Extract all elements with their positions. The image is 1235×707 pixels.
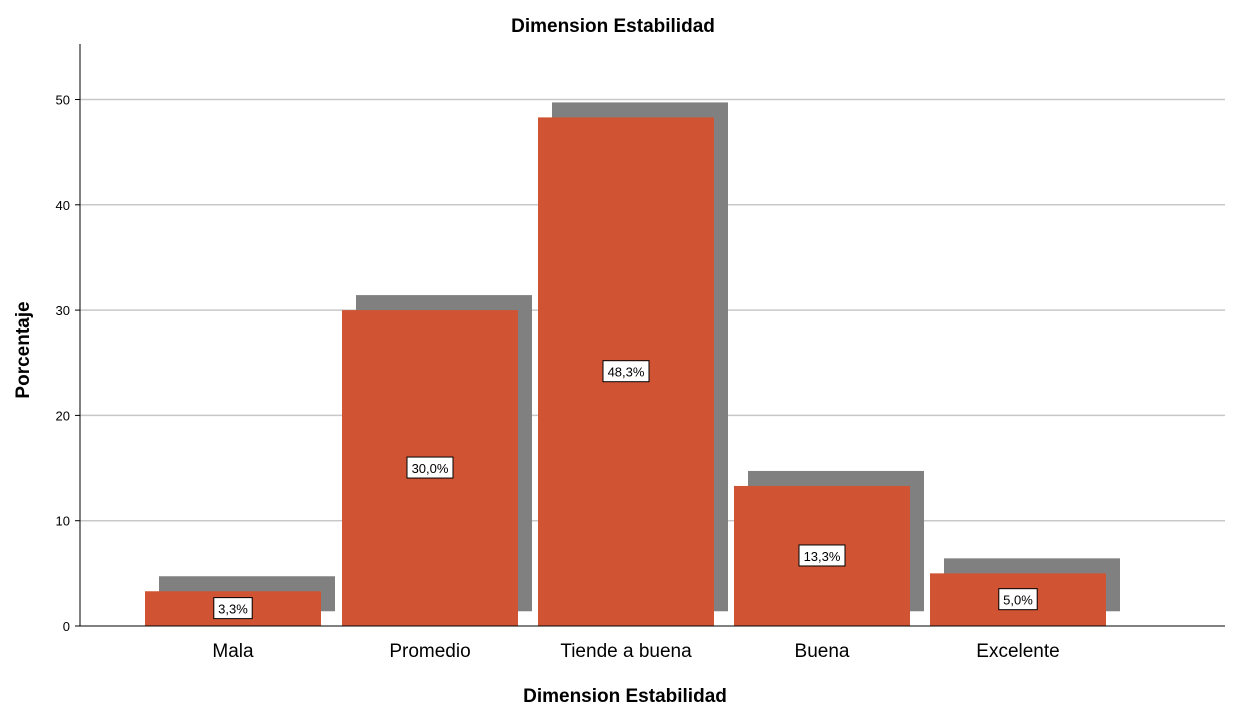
x-tick-label: Buena <box>795 641 850 662</box>
y-tick-label: 20 <box>56 408 70 423</box>
data-label-box <box>213 597 253 620</box>
data-label: 3,3% <box>213 597 253 620</box>
chart-title: Dimension Estabilidad <box>511 16 715 37</box>
x-tick-label: Promedio <box>389 641 470 662</box>
data-label-box <box>998 588 1038 611</box>
data-label-box <box>798 544 846 567</box>
y-tick-label: 10 <box>56 514 70 529</box>
data-label-text: 5,0% <box>1003 593 1033 608</box>
data-label-text: 13,3% <box>804 549 841 564</box>
y-tick-label: 30 <box>56 303 70 318</box>
data-label: 13,3% <box>798 544 846 567</box>
x-tick-label: Tiende a buena <box>560 641 692 662</box>
data-label-box <box>406 456 454 479</box>
data-label-box <box>602 360 650 383</box>
y-axis-title: Porcentaje <box>13 301 34 398</box>
y-tick-label: 40 <box>56 198 70 213</box>
x-axis-ticks: Mala Promedio Tiende a buena Buena Excelente <box>212 641 1059 662</box>
data-label-text: 48,3% <box>608 365 645 380</box>
y-tick-label: 0 <box>63 619 70 634</box>
data-labels: 3,3% 30,0% 48,3% 13,3% 5,0% <box>213 360 1038 620</box>
x-tick-label: Mala <box>212 641 254 662</box>
data-label: 48,3% <box>602 360 650 383</box>
data-label-text: 3,3% <box>218 602 248 617</box>
data-label: 30,0% <box>406 456 454 479</box>
y-tick-label: 50 <box>56 93 70 108</box>
x-axis-title: Dimension Estabilidad <box>523 686 727 707</box>
y-axis-ticks: 0 10 20 30 40 50 <box>56 93 80 634</box>
x-tick-label: Excelente <box>976 641 1059 662</box>
data-label-text: 30,0% <box>412 461 449 476</box>
data-label: 5,0% <box>998 588 1038 611</box>
